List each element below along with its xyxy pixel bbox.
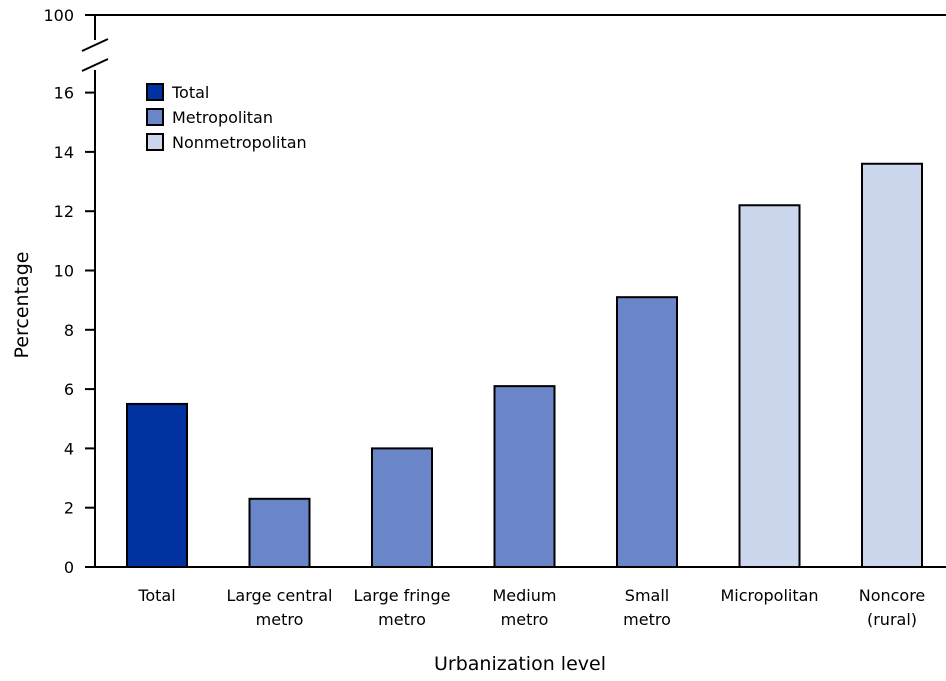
- x-category-label: Total: [137, 586, 175, 605]
- y-tick-label: 16: [54, 84, 74, 103]
- axis-break-mark-lower: [81, 58, 109, 72]
- y-ticks-group: 0 2 4 6 8 10 12 14 16: [54, 84, 95, 577]
- x-category-label: Large central: [227, 586, 333, 605]
- legend-swatch: [146, 133, 164, 151]
- legend-swatch: [146, 83, 164, 101]
- bars-group: [126, 162, 923, 569]
- legend-label: Total: [171, 83, 209, 102]
- x-category-label: Small: [625, 586, 669, 605]
- y-tick-label: 6: [64, 380, 74, 399]
- y-break-top-label: 100: [43, 6, 74, 25]
- y-tick-label: 10: [54, 262, 74, 281]
- bar: [861, 162, 923, 568]
- y-tick-label: 4: [64, 439, 74, 458]
- x-category-label: metro: [623, 610, 671, 629]
- x-category-label: Medium: [493, 586, 557, 605]
- bar: [493, 385, 556, 569]
- axis-break-mark-upper: [81, 38, 109, 52]
- x-category-label: metro: [378, 610, 426, 629]
- x-category-label: (rural): [867, 610, 917, 629]
- legend-label: Metropolitan: [172, 108, 273, 127]
- x-category-label: metro: [256, 610, 304, 629]
- y-tick-label: 2: [64, 499, 74, 518]
- x-axis-title: Urbanization level: [434, 653, 606, 675]
- x-category-label: Noncore: [859, 586, 926, 605]
- y-axis-title: Percentage: [11, 252, 33, 359]
- y-tick-label: 8: [64, 321, 74, 340]
- x-category-label: Large fringe: [354, 586, 451, 605]
- y-tick-label: 12: [54, 202, 74, 221]
- bar: [738, 204, 801, 569]
- x-category-label: Micropolitan: [720, 586, 818, 605]
- x-category-label: metro: [501, 610, 549, 629]
- bar: [371, 447, 433, 568]
- bar: [126, 402, 188, 568]
- x-labels-group: Total Large central metro Large fringe metro…: [137, 586, 925, 629]
- legend-label: Nonmetropolitan: [172, 133, 307, 152]
- y-tick-label: 14: [54, 143, 74, 162]
- legend-swatch: [146, 108, 164, 126]
- y-tick-label: 0: [64, 558, 74, 577]
- legend: Total Metropolitan Nonmetropolitan: [146, 83, 307, 152]
- bar: [248, 497, 311, 568]
- bar: [616, 296, 678, 568]
